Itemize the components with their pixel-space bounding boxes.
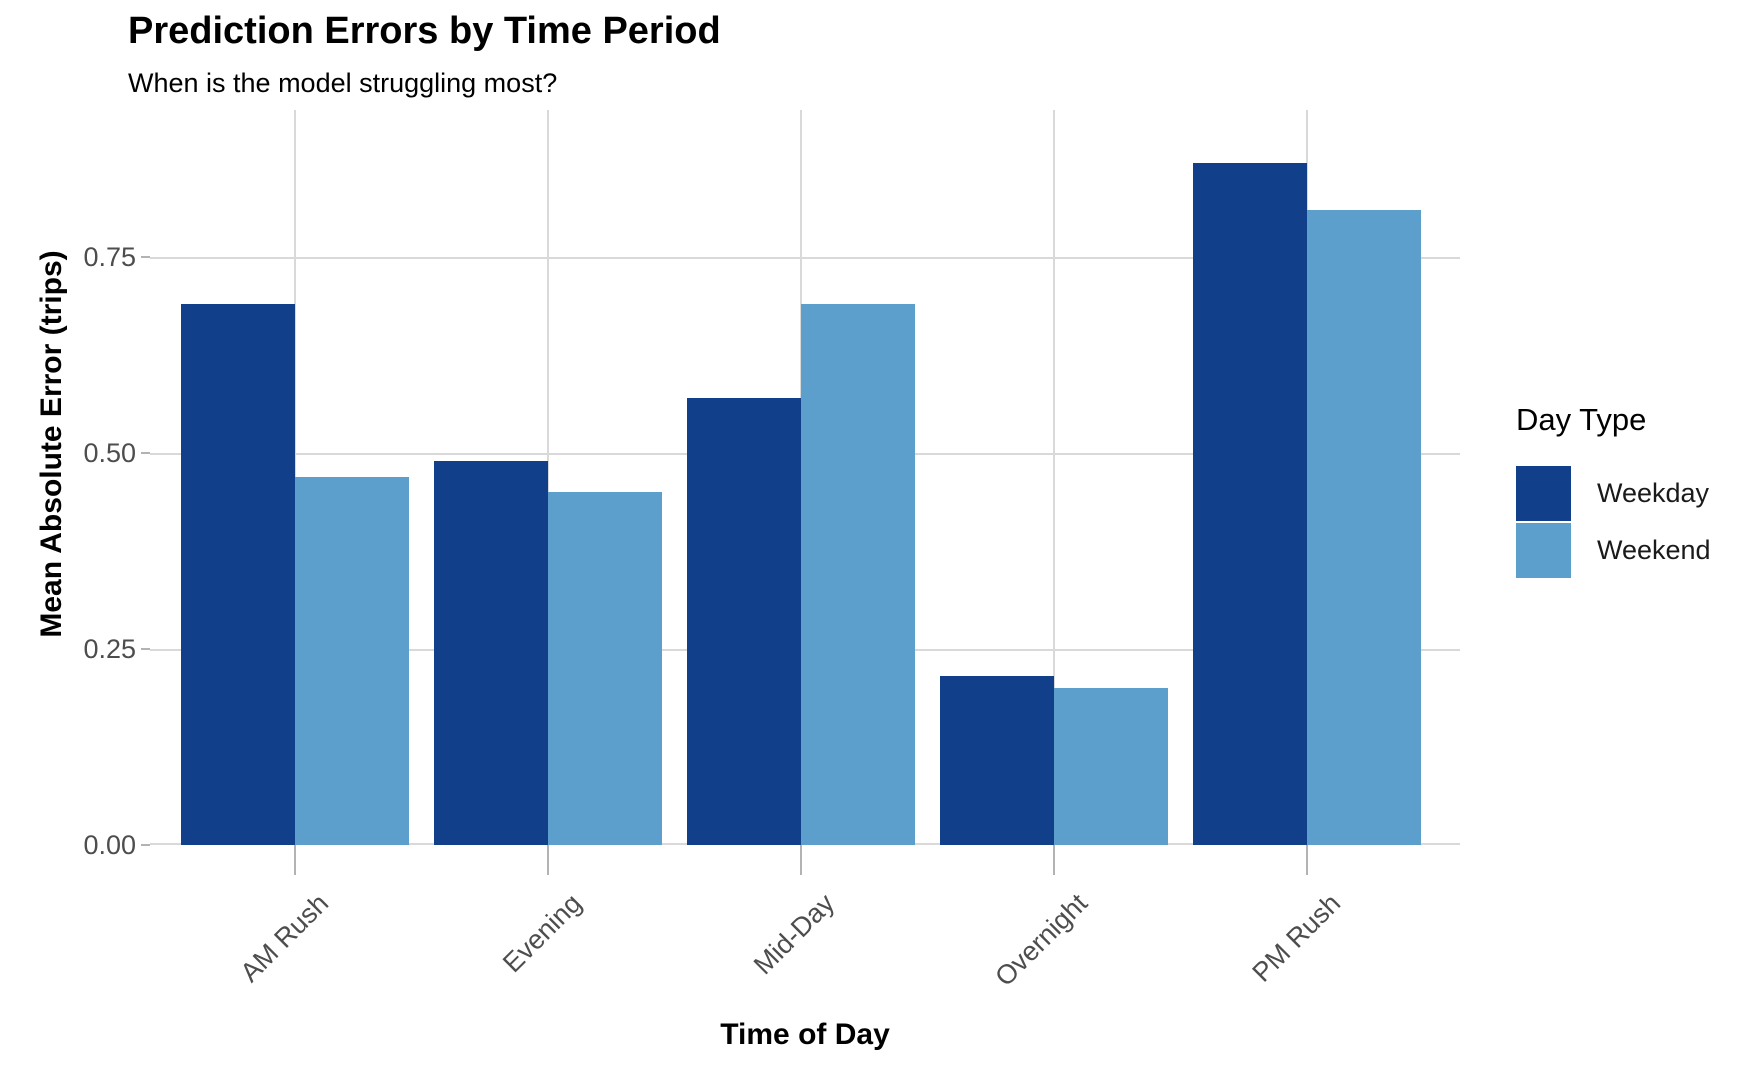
x-tick-mark bbox=[1053, 845, 1055, 875]
x-tick-label: Evening bbox=[497, 888, 588, 979]
bar-weekday-evening bbox=[434, 461, 548, 845]
bar-weekend-am-rush bbox=[295, 477, 409, 845]
bar-weekday-am-rush bbox=[181, 304, 295, 845]
plot-panel bbox=[150, 110, 1460, 845]
y-tick-label: 0.75 bbox=[83, 242, 136, 272]
bar-weekend-mid-day bbox=[801, 304, 915, 845]
x-tick-label: Overnight bbox=[989, 888, 1094, 992]
legend-label: Weekend bbox=[1597, 535, 1711, 565]
bar-weekday-pm-rush bbox=[1193, 163, 1307, 845]
x-tick-mark bbox=[800, 845, 802, 875]
y-tick-label: 0.25 bbox=[83, 634, 136, 664]
y-tick-mark bbox=[141, 256, 150, 258]
x-tick-label: Mid-Day bbox=[747, 888, 841, 981]
x-tick-label: PM Rush bbox=[1246, 888, 1347, 988]
y-tick-label: 0.50 bbox=[83, 438, 136, 468]
legend-items: Weekday Weekend bbox=[1516, 466, 1711, 578]
x-tick-mark bbox=[294, 845, 296, 875]
y-tick-mark bbox=[141, 452, 150, 454]
y-tick-label: 0.00 bbox=[83, 830, 136, 860]
x-gridline bbox=[547, 110, 549, 845]
legend-title: Day Type bbox=[1516, 402, 1647, 437]
bar-weekday-overnight bbox=[940, 676, 1054, 845]
bar-weekend-pm-rush bbox=[1307, 210, 1421, 845]
legend-swatch-weekend bbox=[1516, 523, 1571, 578]
bar-weekend-overnight bbox=[1054, 688, 1168, 845]
x-tick-mark bbox=[547, 845, 549, 875]
x-gridline bbox=[1053, 110, 1055, 845]
chart-title: Prediction Errors by Time Period bbox=[128, 10, 721, 52]
x-axis-title: Time of Day bbox=[720, 1018, 890, 1051]
x-tick-label: AM Rush bbox=[234, 888, 335, 988]
legend-swatch-weekday bbox=[1516, 466, 1571, 521]
bar-weekday-mid-day bbox=[687, 398, 801, 845]
legend-item-weekday: Weekday bbox=[1516, 466, 1711, 521]
legend-label: Weekday bbox=[1597, 478, 1710, 508]
legend: Day Type Weekday Weekend bbox=[1516, 402, 1711, 580]
y-tick-mark bbox=[141, 844, 150, 846]
y-gridline bbox=[150, 257, 1460, 259]
bar-weekend-evening bbox=[548, 492, 662, 845]
y-tick-mark bbox=[141, 648, 150, 650]
x-tick-mark bbox=[1306, 845, 1308, 875]
legend-item-weekend: Weekend bbox=[1516, 523, 1711, 578]
chart-subtitle: When is the model struggling most? bbox=[128, 68, 558, 98]
